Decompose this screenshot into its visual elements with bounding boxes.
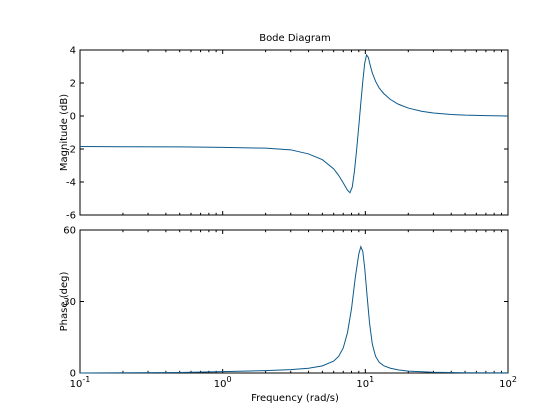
magnitude-y-tick-label: 2 bbox=[70, 79, 76, 90]
magnitude-y-tick-label: -6 bbox=[66, 211, 76, 222]
magnitude-y-tick-label: -2 bbox=[66, 145, 76, 156]
magnitude-y-tick-label: 0 bbox=[70, 112, 76, 123]
magnitude-panel: 4 2 0 -2 -4 -6 Magnitude (dB) bbox=[59, 46, 509, 222]
x-tick-labels: 10-1 100 101 102 bbox=[70, 375, 517, 390]
magnitude-axes-frame bbox=[79, 49, 509, 216]
x-tick-label: 10-1 bbox=[70, 375, 91, 390]
chart-title: Bode Diagram bbox=[259, 33, 331, 44]
phase-y-tick-label: 30 bbox=[63, 297, 76, 308]
phase-y-axis-label: Phase (deg) bbox=[59, 272, 70, 332]
magnitude-y-axis-label: Magnitude (dB) bbox=[59, 94, 70, 171]
magnitude-y-tick-label: -4 bbox=[66, 178, 76, 189]
phase-axes-frame bbox=[79, 229, 509, 374]
magnitude-trace bbox=[79, 53, 509, 194]
x-tick-label: 101 bbox=[356, 375, 374, 390]
phase-y-tick-label: 60 bbox=[63, 226, 76, 237]
x-tick-label: 100 bbox=[214, 375, 232, 390]
phase-panel: 60 30 0 Phase (deg) bbox=[59, 226, 509, 380]
x-tick-label: 102 bbox=[499, 375, 517, 390]
phase-y-tick-label: 0 bbox=[70, 369, 76, 380]
magnitude-y-tick-label: 4 bbox=[70, 46, 76, 57]
phase-trace bbox=[79, 245, 509, 374]
x-axis-label: Frequency (rad/s) bbox=[251, 393, 339, 404]
